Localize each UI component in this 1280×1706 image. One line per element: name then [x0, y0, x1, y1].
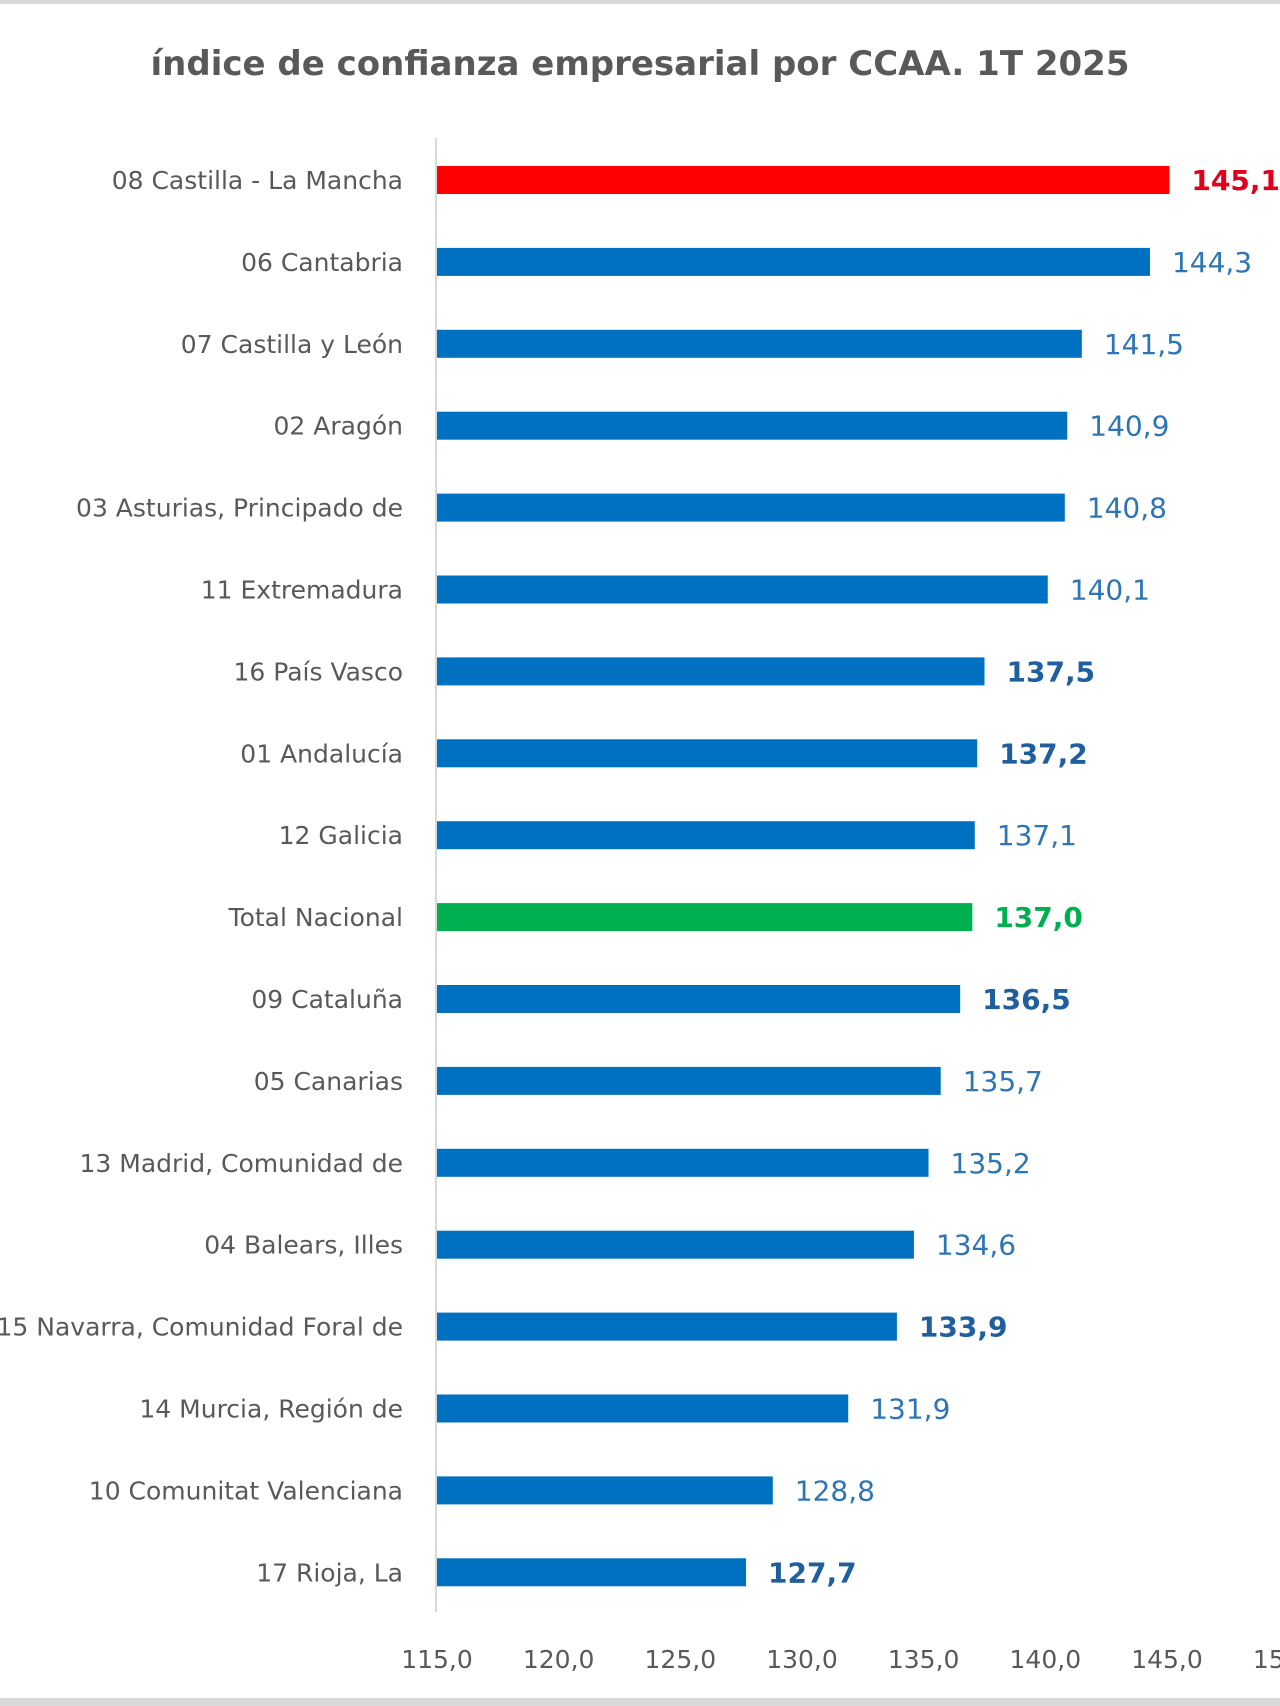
data-label: 135,7 — [963, 1065, 1043, 1098]
data-label: 135,2 — [951, 1147, 1031, 1180]
data-label: 128,8 — [795, 1474, 875, 1507]
bar — [437, 1312, 897, 1341]
bar — [437, 166, 1170, 194]
category-label: 15 Navarra, Comunidad Foral de — [0, 1313, 403, 1342]
data-label: 136,5 — [982, 983, 1071, 1016]
category-label: Total Nacional — [228, 903, 403, 932]
bar — [437, 1558, 747, 1587]
category-label: 11 Extremadura — [201, 576, 403, 605]
category-label: 14 Murcia, Región de — [139, 1395, 403, 1424]
bar — [437, 411, 1068, 440]
data-label: 137,1 — [997, 819, 1077, 852]
category-label: 12 Galicia — [279, 821, 403, 850]
x-tick-label: 130,0 — [766, 1645, 838, 1674]
x-tick-label: 140,0 — [1010, 1645, 1082, 1674]
data-label: 140,1 — [1070, 574, 1150, 607]
bar — [437, 1066, 941, 1095]
bar — [437, 1230, 914, 1259]
category-label: 05 Canarias — [254, 1067, 403, 1096]
x-tick-label: 125,0 — [645, 1645, 717, 1674]
category-label: 16 País Vasco — [234, 657, 404, 686]
bar — [437, 329, 1082, 358]
bar — [437, 1148, 929, 1177]
data-label: 137,5 — [1007, 655, 1096, 688]
category-label: 07 Castilla y León — [181, 330, 403, 359]
category-label: 17 Rioja, La — [256, 1558, 403, 1587]
category-label: 01 Andalucía — [240, 739, 403, 768]
bar — [437, 1394, 849, 1423]
category-label: 06 Cantabria — [241, 248, 403, 277]
chart-title: índice de confianza empresarial por CCAA… — [151, 44, 1130, 84]
data-label: 144,3 — [1172, 246, 1252, 279]
bar — [437, 821, 975, 850]
x-tick-label: 150,0 — [1253, 1645, 1280, 1674]
category-label: 10 Comunitat Valenciana — [89, 1476, 403, 1505]
bar — [437, 1476, 773, 1505]
bar — [437, 247, 1150, 276]
x-tick-label: 135,0 — [888, 1645, 960, 1674]
x-tick-label: 145,0 — [1131, 1645, 1203, 1674]
category-label: 08 Castilla - La Mancha — [112, 166, 403, 195]
data-label: 133,9 — [919, 1311, 1008, 1344]
category-label: 03 Asturias, Principado de — [76, 494, 403, 523]
category-label: 04 Balears, Illes — [204, 1231, 403, 1260]
data-label: 134,6 — [936, 1229, 1016, 1262]
category-label: 09 Cataluña — [251, 985, 403, 1014]
bar — [437, 739, 978, 768]
bar — [437, 657, 985, 686]
bar — [437, 985, 961, 1013]
bar — [437, 493, 1065, 522]
category-label: 13 Madrid, Comunidad de — [80, 1149, 404, 1178]
data-label: 137,0 — [994, 901, 1083, 934]
data-label: 145,1 — [1191, 164, 1280, 197]
data-label: 127,7 — [768, 1556, 857, 1589]
bar — [437, 903, 973, 932]
bar — [437, 575, 1048, 604]
data-label: 140,9 — [1089, 410, 1169, 443]
x-tick-label: 120,0 — [523, 1645, 595, 1674]
data-label: 137,2 — [999, 737, 1088, 770]
x-tick-label: 115,0 — [401, 1645, 473, 1674]
category-label: 02 Aragón — [274, 412, 403, 441]
data-label: 140,8 — [1087, 492, 1167, 525]
data-label: 141,5 — [1104, 328, 1184, 361]
data-label: 131,9 — [870, 1393, 950, 1426]
